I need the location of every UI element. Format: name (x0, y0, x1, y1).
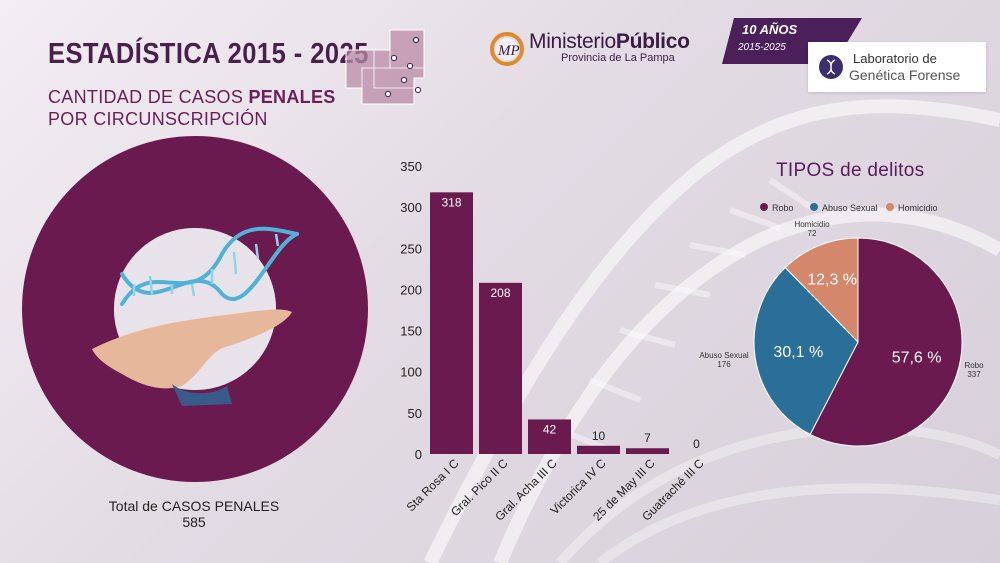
page-title: ESTADÍSTICA 2015 - 2025 (48, 38, 369, 70)
laboratorio-badge: Laboratorio de Genética Forense (808, 42, 986, 92)
subtitle-line2: POR CIRCUNSCRIPCIÓN (48, 109, 268, 129)
map-point (390, 54, 398, 62)
pie-slice (753, 266, 859, 436)
page-subtitle: CANTIDAD DE CASOS PENALES POR CIRCUNSCRI… (48, 86, 336, 130)
pie-value-label: 176 (717, 360, 731, 369)
bar-data-label: 10 (592, 429, 606, 443)
y-tick-label: 250 (400, 241, 422, 256)
bar-data-label: 318 (441, 195, 461, 209)
total-label: Total de CASOS PENALES 585 (104, 498, 284, 530)
bar (430, 192, 473, 454)
bar (577, 445, 620, 454)
pie-category-label: Robo (964, 361, 984, 370)
map-point (412, 36, 420, 44)
province-map-icon (345, 29, 425, 105)
donut-ring (22, 136, 368, 482)
pie-category-label: Abuso Sexual (699, 351, 749, 360)
badge-range: 2015-2025 (738, 42, 786, 53)
y-tick-label: 200 (400, 282, 422, 297)
legend-label: Abuso Sexual (822, 203, 878, 213)
bar-data-label: 42 (543, 422, 557, 436)
bar-data-label: 0 (693, 437, 700, 451)
bar (626, 448, 669, 454)
pie-slice (809, 237, 963, 447)
legend-marker (810, 203, 818, 211)
bar-data-label: 208 (490, 286, 510, 300)
ministerio-publico-logo: MP MinisterioPúblico Provincia de La Pam… (489, 30, 699, 66)
lab-line2: Genética Forense (849, 67, 961, 83)
total-donut-chart (22, 136, 368, 482)
bar (528, 419, 571, 454)
y-tick-label: 0 (415, 447, 422, 462)
pie-value-label: 337 (967, 370, 981, 379)
map-point (384, 90, 392, 98)
pie-percent-label: 57,6 % (892, 349, 942, 366)
dna-hand-illustration (92, 226, 299, 406)
pie-category-label: Homicidio (794, 220, 830, 229)
y-tick-label: 300 (400, 200, 422, 215)
y-tick-label: 150 (400, 324, 422, 339)
legend-marker (760, 203, 768, 211)
map-point (406, 62, 414, 70)
pie-chart: Robo Abuso Sexual Homicidio 57,6 % 30,1 % 12,… (699, 203, 984, 447)
pie-slice (784, 237, 859, 344)
y-tick-label: 350 (400, 159, 422, 174)
bar (479, 282, 522, 454)
mp-emblem-icon: MP (490, 32, 524, 66)
dna-emblem-icon (819, 55, 843, 79)
legend-marker (886, 203, 894, 211)
logo-subtitle: Provincia de La Pampa (561, 52, 675, 64)
pie-value-label: 72 (808, 229, 817, 238)
total-value: 585 (182, 514, 206, 530)
subtitle-bold: PENALES (248, 87, 336, 107)
badge-years: 10 AÑOS (742, 22, 798, 37)
pie-title: TIPOS de delitos (776, 160, 925, 181)
pie-percent-label: 12,3 % (807, 271, 857, 288)
subtitle-text: CANTIDAD DE CASOS (48, 87, 249, 107)
logo-name: MinisterioPúblico (529, 30, 690, 53)
map-point (414, 86, 422, 94)
svg-text:MP: MP (497, 43, 520, 59)
legend-label: Robo (772, 203, 794, 213)
total-label-text: Total de CASOS PENALES (108, 498, 280, 514)
lab-line1: Laboratorio de (853, 51, 937, 66)
legend-label: Homicidio (898, 203, 938, 213)
y-tick-label: 50 (408, 406, 422, 421)
bar-data-label: 7 (644, 431, 651, 445)
y-tick-label: 100 (400, 365, 422, 380)
map-point (400, 76, 408, 84)
pie-percent-label: 30,1 % (773, 344, 823, 361)
